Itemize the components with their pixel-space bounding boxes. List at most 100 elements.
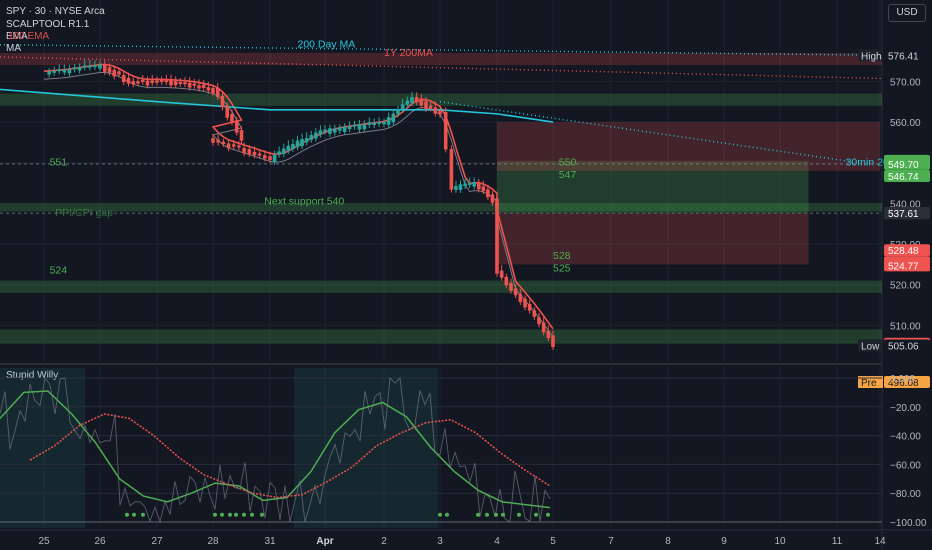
x-tick-label: 4 — [494, 536, 500, 547]
svg-text:High: High — [861, 51, 882, 62]
candle-body — [183, 82, 187, 85]
candle-body — [490, 194, 495, 203]
candle-body — [504, 276, 509, 286]
candle-body — [551, 335, 555, 347]
osc-signal-dot — [213, 512, 217, 517]
indicator-ma: MA — [6, 43, 21, 54]
x-tick-label: 25 — [38, 536, 50, 547]
candle-body — [136, 81, 140, 84]
osc-signal-dot — [132, 512, 136, 517]
annotation-label: 525 — [553, 262, 571, 274]
osc-signal-dot — [546, 512, 550, 517]
osc-y-tick: −100.00 — [890, 518, 927, 529]
candle-body — [537, 317, 541, 325]
osc-y-tick: −80.00 — [890, 489, 921, 500]
osc-signal-dot — [234, 512, 238, 517]
candle-body — [476, 182, 481, 190]
price-tag: 546.74 — [884, 169, 930, 183]
price-tag: 505.06 Low — [858, 339, 930, 352]
x-tick-label: 28 — [207, 536, 219, 547]
candle-body — [67, 69, 72, 74]
candle-body — [318, 130, 323, 135]
candle-body — [546, 330, 551, 339]
x-tick-label: 14 — [874, 536, 886, 547]
osc-signal-dot — [494, 512, 498, 517]
candle-body — [216, 139, 220, 143]
candle-body — [169, 80, 173, 86]
annotation-label: 30min 200 — [846, 157, 895, 169]
candle-body — [541, 322, 546, 333]
x-tick-label: 11 — [832, 536, 843, 547]
osc-signal-dot — [260, 512, 264, 517]
candle-body — [247, 149, 252, 155]
candle-body — [333, 128, 337, 133]
svg-text:528.48: 528.48 — [888, 246, 919, 257]
candle-body — [272, 154, 277, 163]
candle-body — [342, 126, 347, 132]
annotation-label: 551 — [50, 157, 68, 169]
svg-text:537.61: 537.61 — [888, 209, 919, 220]
svg-text:505.06: 505.06 — [888, 341, 919, 352]
candle-body — [102, 64, 107, 72]
osc-signal-dot — [445, 512, 449, 517]
zone-green — [0, 280, 882, 293]
price-tag: 524.77 — [884, 259, 930, 272]
candle-body — [467, 183, 472, 186]
candle-body — [499, 270, 504, 278]
candle-body — [239, 130, 244, 141]
indicator-ema: EMA — [6, 31, 28, 42]
candle-body — [428, 105, 433, 109]
candle-body — [226, 143, 231, 149]
candle-body — [230, 113, 234, 123]
zone-green — [0, 93, 882, 106]
osc-signal-dot — [501, 512, 505, 517]
x-tick-label: 27 — [151, 536, 163, 547]
ema-100-line — [0, 88, 554, 123]
candle-body — [532, 310, 537, 317]
osc-signal-dot — [242, 512, 246, 517]
candle-body — [362, 124, 367, 130]
candle-body — [263, 155, 267, 159]
candle-body — [527, 304, 532, 311]
candle-body — [438, 110, 442, 115]
candle-body — [252, 151, 257, 156]
candle-body — [486, 189, 490, 198]
osc-signal-dot — [220, 512, 224, 517]
osc-signal-dot — [125, 512, 129, 517]
candle-body — [481, 186, 486, 192]
candle-body — [131, 81, 136, 85]
osc-raw-line — [0, 376, 551, 524]
candle-body — [309, 134, 314, 140]
shade-zone — [294, 368, 438, 528]
svg-text:549.70: 549.70 — [888, 160, 919, 171]
osc-signal-dot — [250, 512, 254, 517]
candle-body — [178, 82, 183, 85]
candle-body — [382, 121, 386, 125]
candle-body — [117, 71, 121, 75]
candle-body — [352, 124, 357, 127]
candle-body — [237, 145, 241, 148]
osc-y-tick: −60.00 — [890, 460, 921, 471]
annotation-label: 547 — [559, 169, 577, 181]
price-tag: 528.48 — [884, 244, 930, 257]
candle-body — [268, 156, 272, 161]
candle-body — [386, 117, 391, 125]
annotation-label: PPI/CPI gap — [55, 207, 113, 219]
osc-signal-dot — [141, 512, 145, 517]
ma-line — [439, 100, 859, 164]
candle-body — [377, 121, 381, 124]
candle-body — [93, 64, 97, 67]
candle-body — [211, 138, 215, 143]
svg-text:576.41: 576.41 — [888, 51, 919, 62]
candle-body — [518, 293, 523, 303]
y-tick-label: 560.00 — [890, 118, 921, 129]
candle-body — [314, 132, 318, 139]
currency-button[interactable]: USD — [888, 4, 926, 22]
candle-body — [150, 80, 155, 83]
candle-body — [140, 79, 145, 83]
candle-body — [98, 64, 102, 69]
svg-text:524.77: 524.77 — [888, 261, 919, 272]
shade-zone — [0, 368, 85, 528]
annotation-label: 524 — [50, 264, 68, 276]
